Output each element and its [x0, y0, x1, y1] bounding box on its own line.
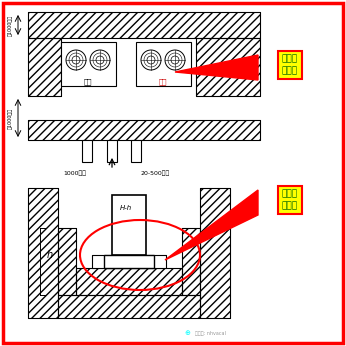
Bar [200, 188, 230, 318]
Bar [76, 268, 182, 295]
Text: 预留足
够空间: 预留足 够空间 [282, 55, 298, 75]
Bar [61, 42, 116, 86]
Bar [92, 255, 166, 268]
Bar [58, 295, 200, 318]
Bar [58, 228, 76, 295]
Polygon shape [165, 190, 258, 260]
Text: 1000以上: 1000以上 [64, 170, 86, 175]
Bar [58, 228, 76, 295]
Text: H-h: H-h [120, 205, 132, 211]
Text: 下1000以上: 下1000以上 [8, 108, 12, 129]
Bar [131, 140, 141, 162]
Bar [28, 188, 58, 318]
Text: 正面: 正面 [159, 79, 167, 85]
Text: 加装导
风通道: 加装导 风通道 [282, 190, 298, 210]
Bar [112, 195, 146, 255]
Text: 正面: 正面 [84, 79, 92, 85]
Bar [107, 140, 117, 162]
Bar [28, 188, 58, 318]
Bar [196, 38, 260, 96]
Text: ⊕: ⊕ [184, 330, 190, 336]
Bar [196, 38, 260, 96]
Bar [182, 228, 200, 295]
Text: 微信号: nhvacal: 微信号: nhvacal [195, 331, 226, 336]
Bar [28, 12, 260, 38]
Bar [92, 255, 166, 268]
Bar [200, 188, 230, 318]
Bar [28, 38, 61, 96]
Bar [82, 140, 92, 162]
Bar [58, 295, 200, 318]
Bar [182, 228, 200, 295]
Bar [104, 255, 154, 268]
Text: h: h [47, 250, 53, 260]
Bar [76, 268, 182, 295]
Bar [28, 38, 61, 96]
Bar [28, 120, 260, 140]
Text: 上1000以上: 上1000以上 [8, 15, 12, 36]
Bar [28, 12, 260, 38]
Bar [136, 42, 191, 86]
Polygon shape [175, 55, 258, 80]
Bar [28, 120, 260, 140]
Text: 20-500之间: 20-500之间 [140, 170, 170, 175]
